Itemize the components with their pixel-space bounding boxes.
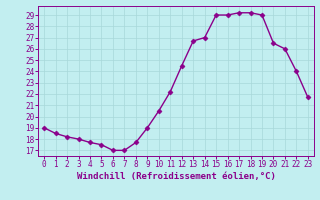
X-axis label: Windchill (Refroidissement éolien,°C): Windchill (Refroidissement éolien,°C) <box>76 172 276 181</box>
